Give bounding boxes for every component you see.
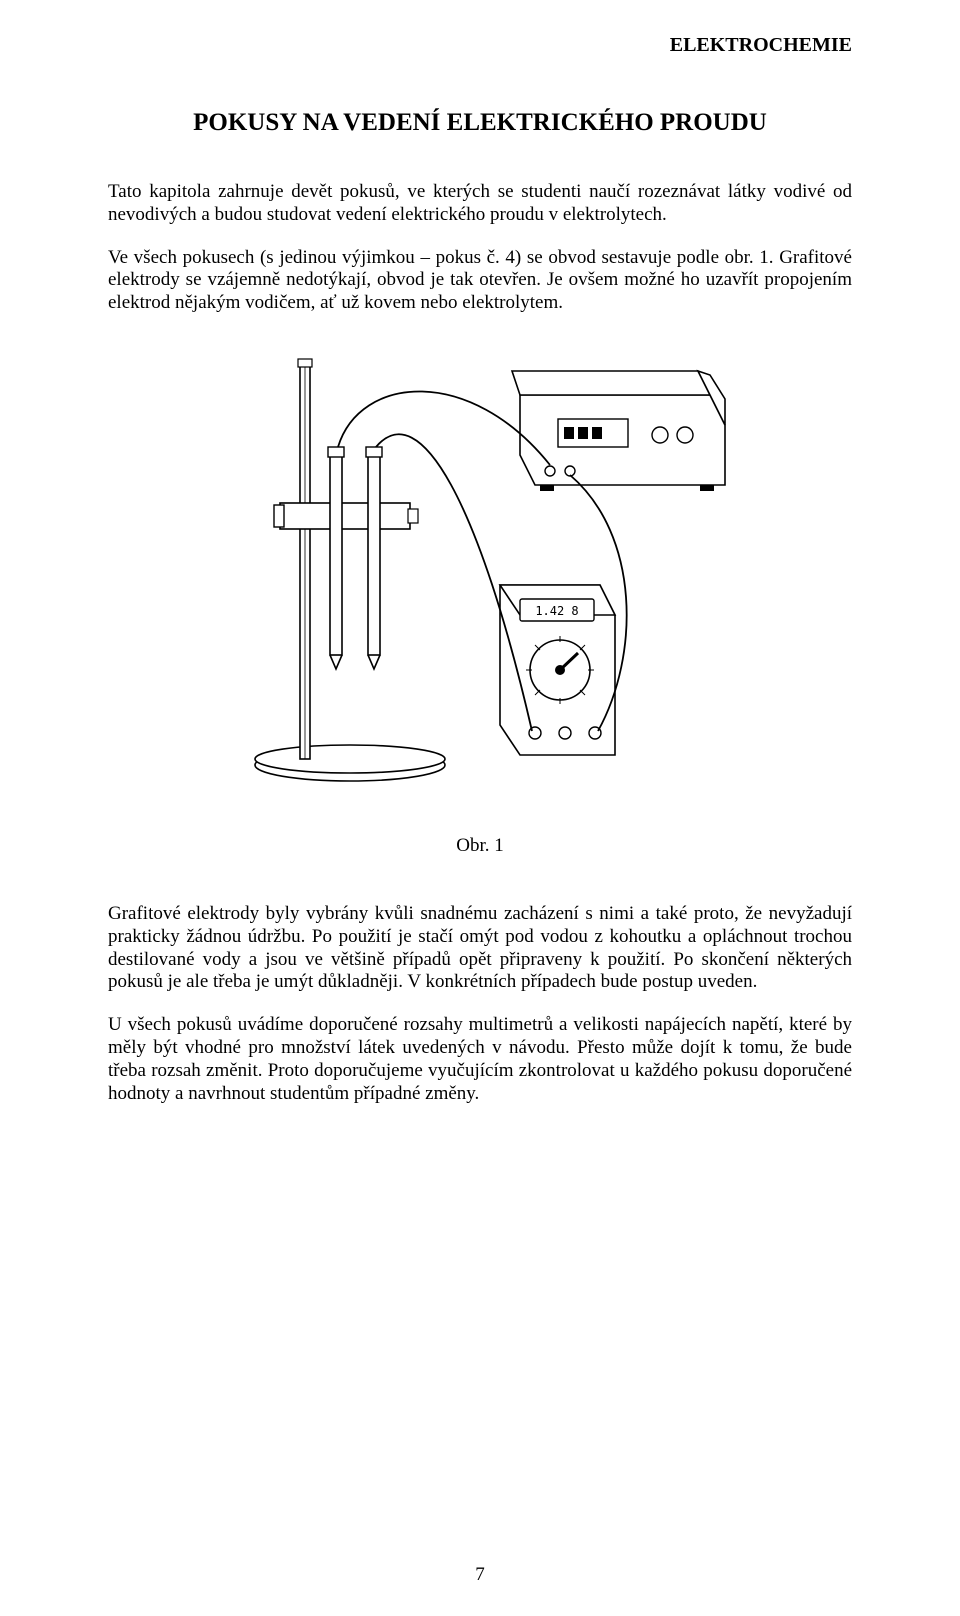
paragraph-electrodes: Grafitové elektrody byly vybrány kvůli s…	[108, 903, 852, 994]
power-supply-icon	[512, 371, 725, 491]
paragraph-setup: Ve všech pokusech (s jedinou výjimkou – …	[108, 247, 852, 315]
document-header: ELEKTROCHEMIE	[108, 34, 852, 57]
paragraph-ranges: U všech pokusů uvádíme doporučené rozsah…	[108, 1014, 852, 1105]
paragraph-intro: Tato kapitola zahrnuje devět pokusů, ve …	[108, 181, 852, 227]
figure-1-caption: Obr. 1	[108, 835, 852, 857]
page-number: 7	[0, 1564, 960, 1586]
figure-1-svg: 1.42 8	[220, 335, 740, 805]
page-title: POKUSY NA VEDENÍ ELEKTRICKÉHO PROUDU	[108, 109, 852, 137]
multimeter-display: 1.42 8	[535, 604, 578, 618]
figure-1: 1.42 8	[108, 335, 852, 805]
